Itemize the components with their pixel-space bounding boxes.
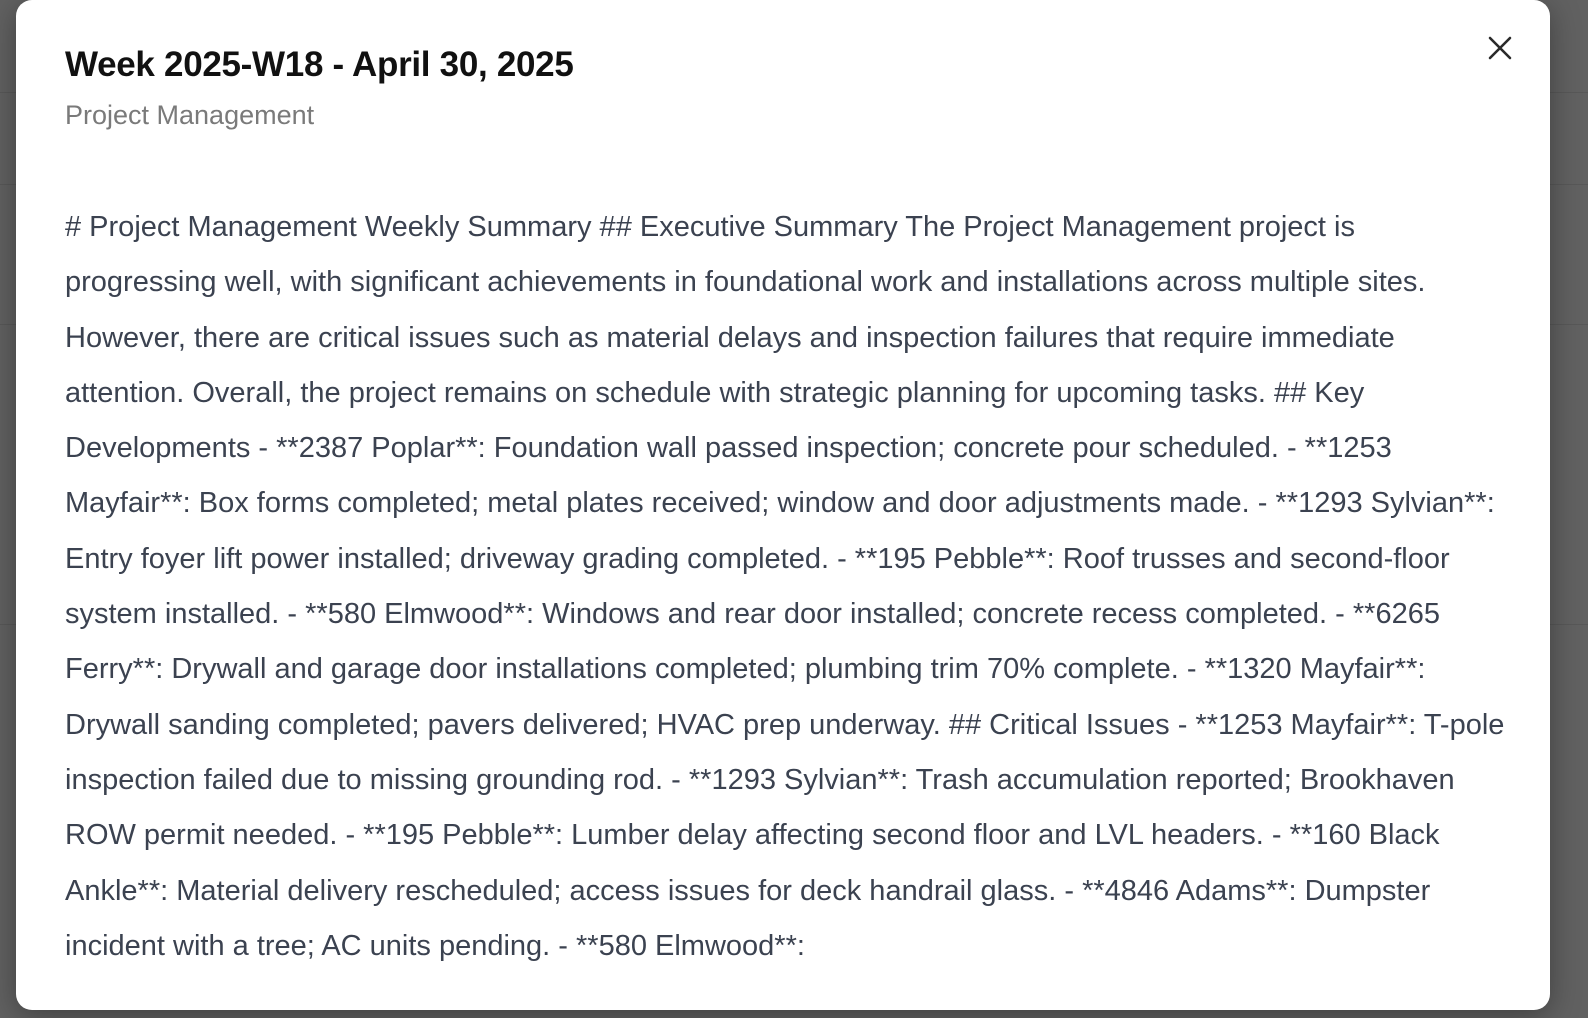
close-icon [1488, 36, 1512, 60]
summary-modal: Week 2025-W18 - April 30, 2025 Project M… [16, 0, 1550, 1010]
modal-title: Week 2025-W18 - April 30, 2025 [65, 45, 574, 84]
close-button[interactable] [1482, 30, 1518, 66]
modal-subtitle: Project Management [65, 100, 315, 130]
summary-body-text: # Project Management Weekly Summary ## E… [65, 211, 1505, 962]
